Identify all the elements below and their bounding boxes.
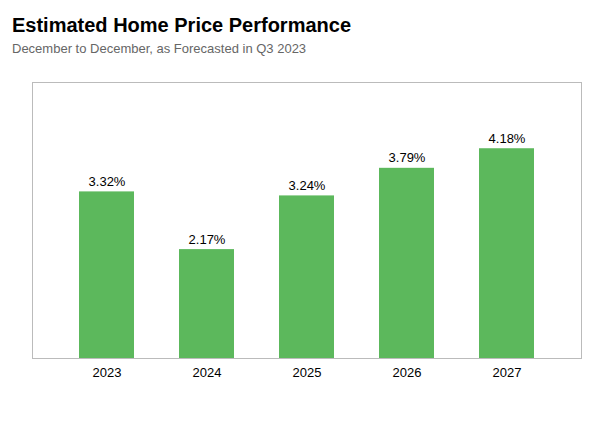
svg-text:2025: 2025 xyxy=(293,365,322,380)
svg-text:3.24%: 3.24% xyxy=(289,178,326,193)
svg-text:2023: 2023 xyxy=(93,365,122,380)
svg-text:2.17%: 2.17% xyxy=(189,232,226,247)
svg-text:2026: 2026 xyxy=(393,365,422,380)
svg-text:2027: 2027 xyxy=(493,365,522,380)
html-text:Estimated Home Price Performan: Estimated Home Price Performance xyxy=(12,14,351,36)
svg-text:3.32%: 3.32% xyxy=(89,174,126,189)
html-text:December to December, as Forec: December to December, as Forecasted in Q… xyxy=(12,41,307,56)
svg-text:3.79%: 3.79% xyxy=(389,150,426,165)
svg-text:2024: 2024 xyxy=(193,365,222,380)
svg-text:4.18%: 4.18% xyxy=(489,131,526,146)
